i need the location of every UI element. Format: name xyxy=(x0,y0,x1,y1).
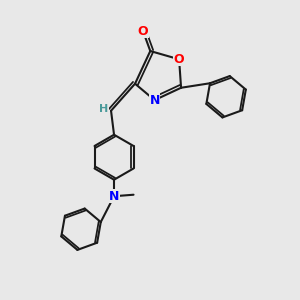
Text: N: N xyxy=(149,94,160,106)
Text: O: O xyxy=(174,53,184,66)
Text: H: H xyxy=(99,104,108,114)
Text: O: O xyxy=(138,25,148,38)
Text: N: N xyxy=(109,190,119,203)
